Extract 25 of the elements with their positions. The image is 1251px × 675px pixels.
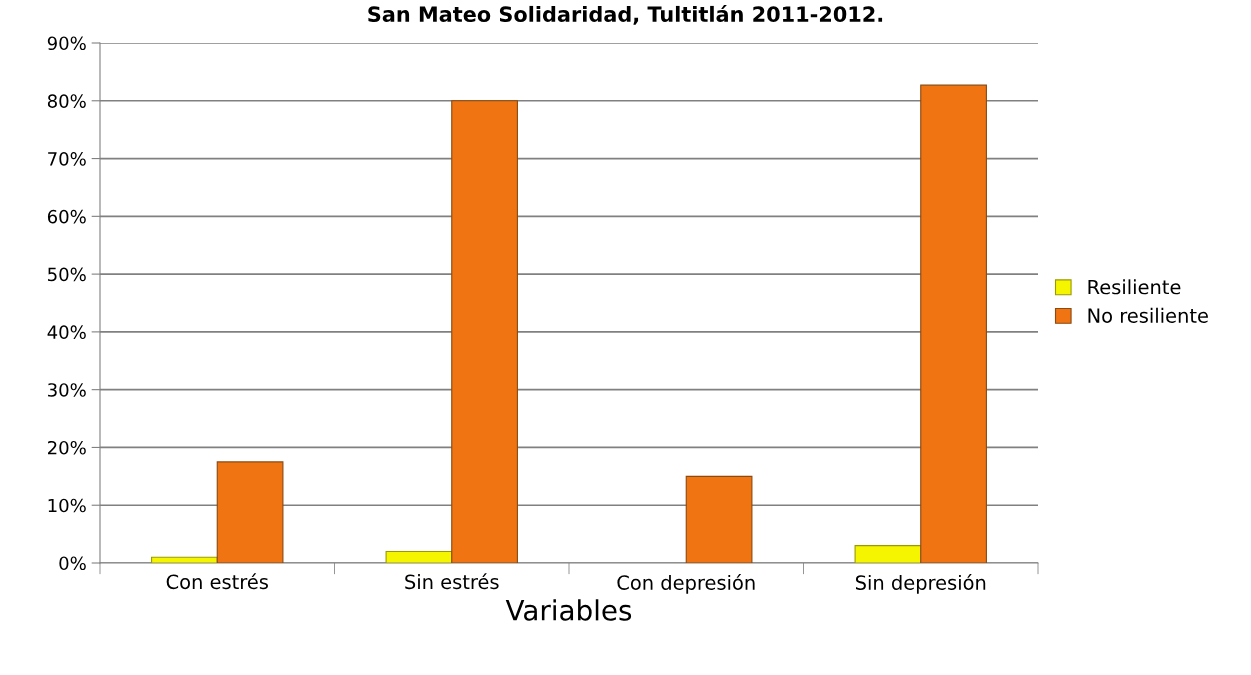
y-tick-label: 50%	[48, 267, 86, 282]
y-tick-label: 30%	[48, 383, 86, 397]
bar	[151, 556, 218, 563]
bar	[854, 545, 922, 563]
x-tick-label: Con depresión	[617, 574, 755, 594]
y-tick-label: 90%	[47, 36, 86, 51]
y-tick-label: 80%	[47, 94, 86, 108]
y-tick-label: 40%	[47, 325, 86, 340]
x-tick-label: Sin estrés	[405, 573, 499, 590]
legend-label: Resiliente	[1088, 279, 1181, 295]
bar	[385, 550, 453, 563]
y-tick-label: 70%	[48, 152, 86, 166]
y-tick-label: 0%	[59, 556, 86, 571]
legend-label: No resiliente	[1088, 307, 1208, 323]
x-tick-label: Con estrés	[166, 573, 268, 590]
bar	[216, 461, 284, 563]
y-tick-label: 60%	[47, 209, 86, 224]
x-axis-title: Variables	[505, 599, 632, 621]
bar	[920, 84, 987, 563]
y-tick-label: 10%	[48, 498, 86, 513]
x-tick-label: Sin depresión	[855, 574, 986, 594]
bar	[685, 475, 753, 563]
y-tick-label: 20%	[48, 440, 86, 455]
chart-title: San Mateo Solidaridad, Tultitlán 2011-2012.	[368, 5, 883, 25]
bar	[451, 100, 518, 563]
